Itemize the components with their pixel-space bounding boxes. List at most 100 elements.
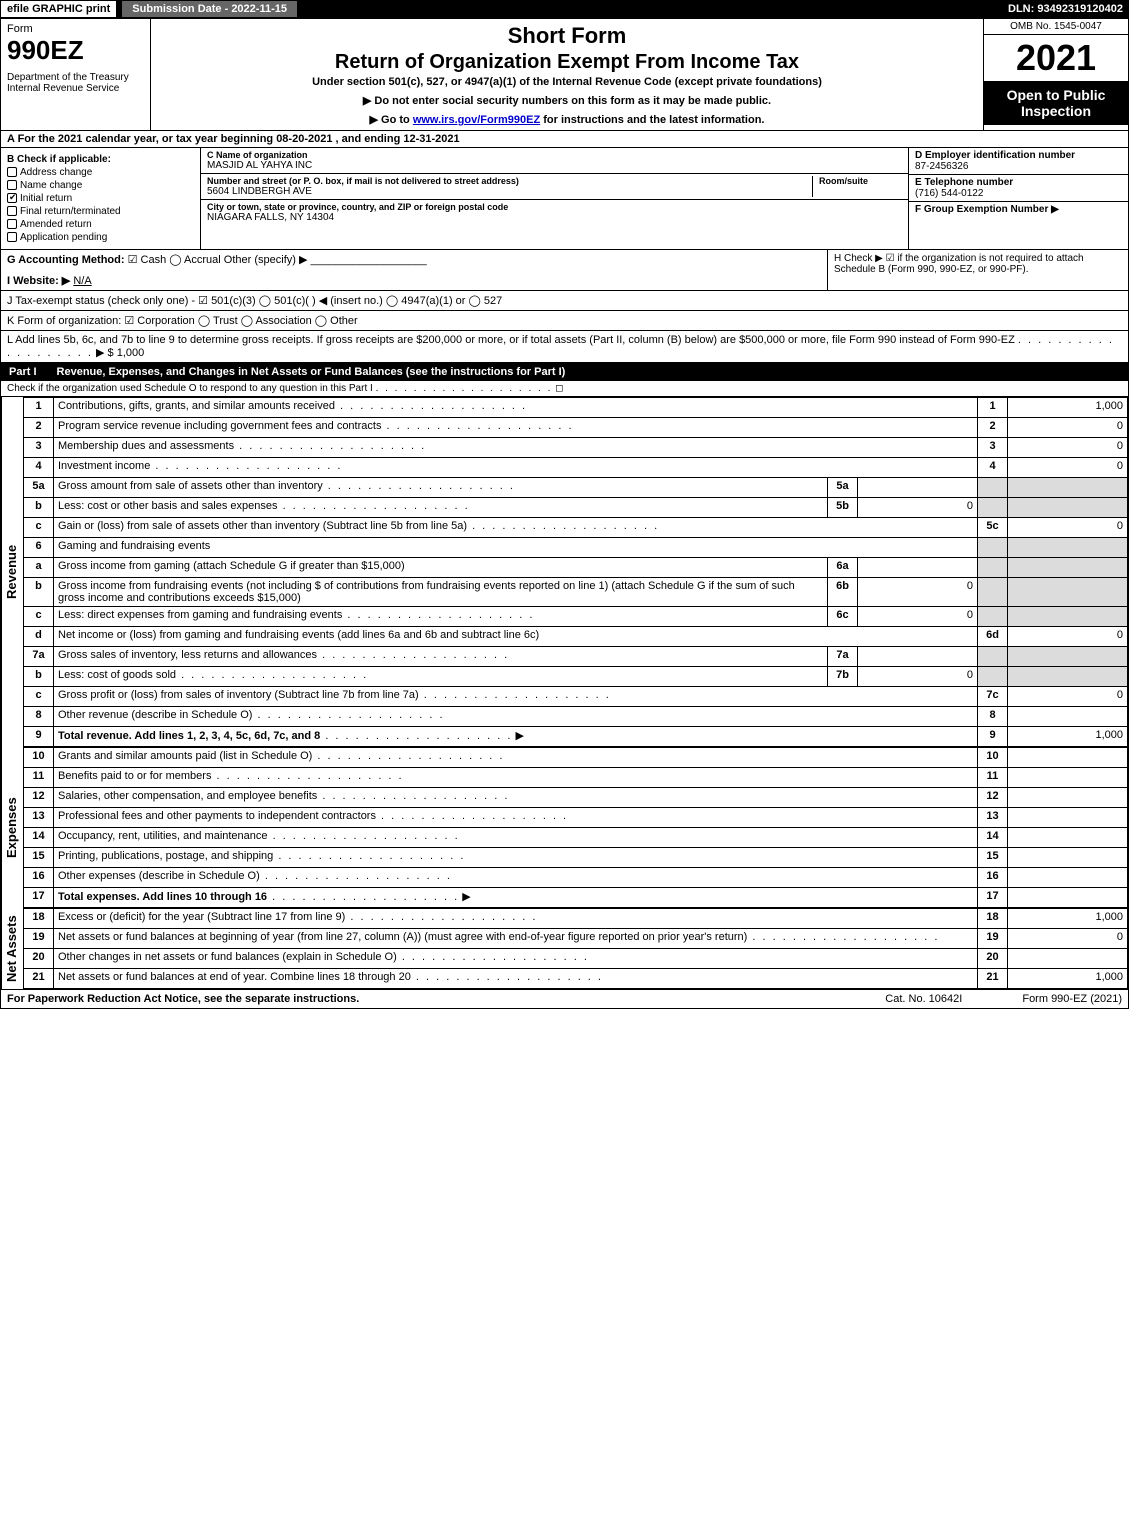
goto-pre: ▶ Go to	[370, 114, 413, 126]
info-grid: B Check if applicable: Address change Na…	[1, 148, 1128, 250]
sect-g-accounting: G Accounting Method: ☑ Cash ◯ Accrual Ot…	[1, 250, 828, 290]
line-1: 1Contributions, gifts, grants, and simil…	[24, 398, 1128, 418]
chk-accrual[interactable]: ◯ Accrual	[169, 254, 220, 266]
chk-name-change[interactable]: Name change	[7, 180, 194, 191]
top-bar: efile GRAPHIC print Submission Date - 20…	[0, 0, 1129, 18]
chk-cash[interactable]: ☑ Cash	[128, 254, 167, 266]
addr-label: Number and street (or P. O. box, if mail…	[207, 176, 812, 186]
line-7b: bLess: cost of goods sold7b0	[24, 667, 1128, 687]
sect-i-website: I Website: ▶ N/A	[7, 274, 821, 287]
line-16: 16Other expenses (describe in Schedule O…	[24, 868, 1128, 888]
tel-value: (716) 544-0122	[915, 188, 1122, 199]
chk-final-return[interactable]: Final return/terminated	[7, 206, 194, 217]
line-17: 17Total expenses. Add lines 10 through 1…	[24, 888, 1128, 908]
room-label: Room/suite	[819, 176, 902, 186]
sect-h-schedule-b: H Check ▶ ☑ if the organization is not r…	[828, 250, 1128, 290]
line-4: 4Investment income40	[24, 458, 1128, 478]
part-i-sub: Check if the organization used Schedule …	[1, 381, 1128, 397]
chk-application-pending[interactable]: Application pending	[7, 232, 194, 243]
arrow-icon	[459, 891, 471, 903]
group-exemption-block: F Group Exemption Number ▶	[909, 202, 1128, 217]
chk-address-change[interactable]: Address change	[7, 167, 194, 178]
line-15: 15Printing, publications, postage, and s…	[24, 848, 1128, 868]
col-b-title: B Check if applicable:	[7, 154, 194, 165]
chk-initial-return[interactable]: Initial return	[7, 193, 194, 204]
line-6: 6Gaming and fundraising events	[24, 538, 1128, 558]
org-name: MASJID AL YAHYA INC	[207, 160, 902, 171]
ein-value: 87-2456326	[915, 161, 1122, 172]
city-block: City or town, state or province, country…	[201, 200, 908, 225]
row-a-tax-year: A For the 2021 calendar year, or tax yea…	[1, 131, 1128, 148]
right-block: OMB No. 1545-0047 2021 Open to Public In…	[983, 19, 1128, 130]
form-header: Form 990EZ Department of the Treasury In…	[1, 19, 1128, 131]
line-2: 2Program service revenue including gover…	[24, 418, 1128, 438]
arrow-icon	[512, 730, 524, 742]
line-5a: 5aGross amount from sale of assets other…	[24, 478, 1128, 498]
part-title: Revenue, Expenses, and Changes in Net As…	[57, 366, 566, 378]
dots-icon	[376, 383, 553, 394]
page-footer: For Paperwork Reduction Act Notice, see …	[1, 989, 1128, 1008]
sect-l-amount: ▶ $ 1,000	[96, 347, 144, 359]
line-9: 9Total revenue. Add lines 1, 2, 3, 4, 5c…	[24, 727, 1128, 747]
goto-link-line: ▶ Go to www.irs.gov/Form990EZ for instru…	[159, 113, 975, 126]
line-5c: cGain or (loss) from sale of assets othe…	[24, 518, 1128, 538]
org-name-block: C Name of organization MASJID AL YAHYA I…	[201, 148, 908, 174]
revenue-table: 1Contributions, gifts, grants, and simil…	[23, 397, 1128, 747]
dln: DLN: 93492319120402	[1002, 1, 1129, 17]
col-d-ids: D Employer identification number 87-2456…	[908, 148, 1128, 249]
sect-g-label: G Accounting Method:	[7, 254, 125, 266]
line-21: 21Net assets or fund balances at end of …	[24, 969, 1128, 989]
ein-label: D Employer identification number	[915, 150, 1122, 161]
website-label: I Website: ▶	[7, 275, 70, 287]
expenses-label: Expenses	[1, 747, 23, 908]
sect-j-tax-exempt: J Tax-exempt status (check only one) - ☑…	[1, 291, 1128, 311]
part-i-header: Part I Revenue, Expenses, and Changes in…	[1, 363, 1128, 381]
main-title: Return of Organization Exempt From Incom…	[159, 51, 975, 74]
city-value: NIAGARA FALLS, NY 14304	[207, 212, 902, 223]
irs-link[interactable]: www.irs.gov/Form990EZ	[413, 114, 540, 126]
title-block: Short Form Return of Organization Exempt…	[151, 19, 983, 130]
col-c-org-info: C Name of organization MASJID AL YAHYA I…	[201, 148, 908, 249]
line-11: 11Benefits paid to or for members11	[24, 768, 1128, 788]
under-section: Under section 501(c), 527, or 4947(a)(1)…	[159, 76, 975, 88]
net-assets-label: Net Assets	[1, 908, 23, 989]
line-6d: dNet income or (loss) from gaming and fu…	[24, 627, 1128, 647]
line-6a: aGross income from gaming (attach Schedu…	[24, 558, 1128, 578]
net-assets-table: 18Excess or (deficit) for the year (Subt…	[23, 908, 1128, 989]
net-assets-section: Net Assets 18Excess or (deficit) for the…	[1, 908, 1128, 989]
website-value: N/A	[73, 275, 91, 287]
revenue-label: Revenue	[1, 397, 23, 747]
form-label: Form	[7, 23, 144, 35]
chk-other[interactable]: Other (specify) ▶ ___________________	[224, 254, 427, 266]
line-12: 12Salaries, other compensation, and empl…	[24, 788, 1128, 808]
line-3: 3Membership dues and assessments30	[24, 438, 1128, 458]
expenses-section: Expenses 10Grants and similar amounts pa…	[1, 747, 1128, 908]
sect-l-gross-receipts: L Add lines 5b, 6c, and 7b to line 9 to …	[1, 331, 1128, 363]
footer-form: Form 990-EZ (2021)	[1022, 993, 1122, 1005]
omb-number: OMB No. 1545-0047	[984, 19, 1128, 35]
tax-year: 2021	[984, 35, 1128, 81]
department: Department of the Treasury Internal Reve…	[7, 72, 144, 94]
line-18: 18Excess or (deficit) for the year (Subt…	[24, 909, 1128, 929]
part-sub-box[interactable]: ◻	[555, 383, 563, 394]
part-number: Part I	[9, 366, 57, 378]
line-6b: bGross income from fundraising events (n…	[24, 578, 1128, 607]
footer-left: For Paperwork Reduction Act Notice, see …	[7, 993, 359, 1005]
line-7c: cGross profit or (loss) from sales of in…	[24, 687, 1128, 707]
goto-post: for instructions and the latest informat…	[540, 114, 764, 126]
line-14: 14Occupancy, rent, utilities, and mainte…	[24, 828, 1128, 848]
sect-l-text: L Add lines 5b, 6c, and 7b to line 9 to …	[7, 334, 1015, 346]
line-6c: cLess: direct expenses from gaming and f…	[24, 607, 1128, 627]
open-to-public: Open to Public Inspection	[984, 81, 1128, 125]
form-page: Form 990EZ Department of the Treasury In…	[0, 18, 1129, 1009]
line-5b: bLess: cost or other basis and sales exp…	[24, 498, 1128, 518]
sect-k-form-org: K Form of organization: ☑ Corporation ◯ …	[1, 311, 1128, 331]
expenses-table: 10Grants and similar amounts paid (list …	[23, 747, 1128, 908]
part-sub-text: Check if the organization used Schedule …	[7, 383, 373, 394]
short-form: Short Form	[159, 23, 975, 49]
chk-amended-return[interactable]: Amended return	[7, 219, 194, 230]
form-number: 990EZ	[7, 35, 144, 66]
org-name-label: C Name of organization	[207, 150, 902, 160]
efile-print-button[interactable]: efile GRAPHIC print	[0, 0, 117, 18]
col-b-checkboxes: B Check if applicable: Address change Na…	[1, 148, 201, 249]
